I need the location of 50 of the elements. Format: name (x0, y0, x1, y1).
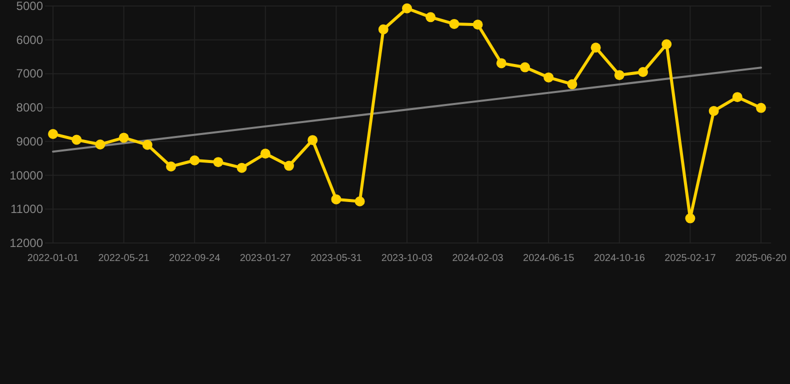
point (284, 160, 294, 171)
y-tick-label: 7000 (16, 66, 44, 81)
point (472, 20, 483, 30)
x-tick-label: 2024-06-15 (523, 253, 575, 264)
point (331, 194, 342, 204)
x-tick-label: 2023-05-31 (310, 253, 362, 264)
point (708, 106, 719, 116)
point (95, 139, 106, 150)
x-tick-label: 2024-10-16 (594, 253, 646, 264)
point (378, 24, 388, 34)
point (402, 3, 412, 14)
x-tick-label: 2022-05-21 (98, 253, 150, 264)
point (213, 157, 224, 168)
point (308, 135, 318, 146)
x-tick-label: 2025-06-20 (735, 253, 788, 264)
x-tick-label: 2022-09-24 (169, 253, 221, 264)
point (426, 12, 436, 22)
point (48, 128, 58, 139)
y-tick-label: 9000 (16, 134, 44, 148)
x-tick-label: 2022-01-01 (27, 253, 80, 264)
point (520, 62, 530, 72)
x-tick-label: 2025-02-17 (664, 253, 716, 264)
point (142, 140, 152, 150)
point (638, 67, 648, 78)
point (614, 70, 624, 80)
x-tick-label: 2024-02-03 (452, 253, 504, 264)
point (756, 102, 766, 113)
point (732, 92, 742, 102)
y-tick-label: 12000 (10, 236, 44, 250)
y-tick-label: 8000 (16, 100, 44, 115)
point (496, 58, 506, 68)
point (449, 18, 460, 29)
point (260, 148, 270, 159)
point (567, 79, 578, 90)
y-tick-label: 6000 (16, 32, 44, 47)
point (544, 72, 554, 82)
x-tick-label: 2023-10-03 (381, 253, 434, 264)
point (236, 162, 247, 173)
y-tick-label: 10000 (10, 168, 44, 182)
y-tick-label: 5000 (16, 0, 44, 13)
point (72, 134, 82, 145)
point (118, 132, 129, 143)
y-tick-label: 11000 (10, 202, 44, 216)
point (590, 42, 601, 53)
point (662, 39, 672, 50)
point (685, 213, 696, 224)
x-tick-label: 2023-01-27 (240, 253, 292, 264)
point (190, 155, 200, 166)
point (354, 196, 365, 206)
point (166, 161, 176, 172)
